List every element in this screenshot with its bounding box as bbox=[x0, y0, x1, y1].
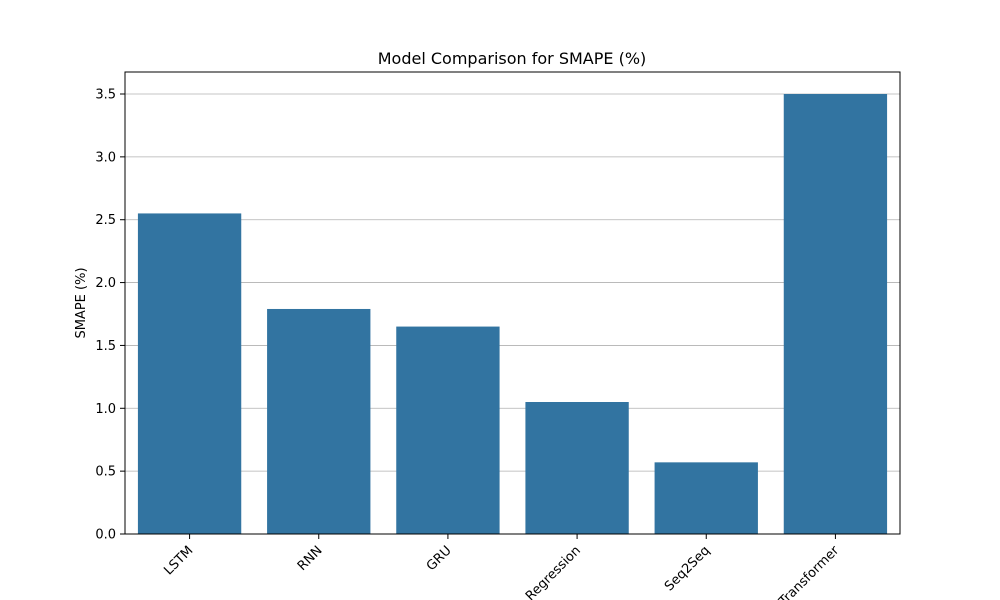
y-tick-label: 0.0 bbox=[95, 528, 116, 543]
bar-transformer bbox=[783, 94, 888, 534]
y-axis-label: SMAPE (%) bbox=[74, 267, 89, 338]
bar-regression bbox=[525, 402, 629, 534]
y-tick-label: 2.0 bbox=[95, 276, 116, 291]
bars bbox=[137, 94, 888, 534]
chart-title: Model Comparison for SMAPE (%) bbox=[378, 49, 647, 68]
y-tick-label: 3.5 bbox=[95, 88, 116, 103]
bar-lstm bbox=[137, 213, 242, 534]
y-tick-label: 2.5 bbox=[95, 213, 116, 228]
y-tick-label: 0.5 bbox=[95, 465, 116, 480]
y-tick-label: 1.5 bbox=[95, 339, 116, 354]
y-tick-label: 3.0 bbox=[95, 150, 116, 165]
plot-frame bbox=[124, 71, 901, 535]
y-axis-ticks: 0.0 0.5 1.0 1.5 2.0 2.5 3.0 3.5 bbox=[95, 88, 125, 543]
gridlines bbox=[125, 93, 900, 472]
bar-seq2seq bbox=[654, 462, 758, 534]
bar-gru bbox=[396, 326, 500, 534]
bar-rnn bbox=[267, 308, 371, 534]
y-tick-label: 1.0 bbox=[95, 402, 116, 417]
